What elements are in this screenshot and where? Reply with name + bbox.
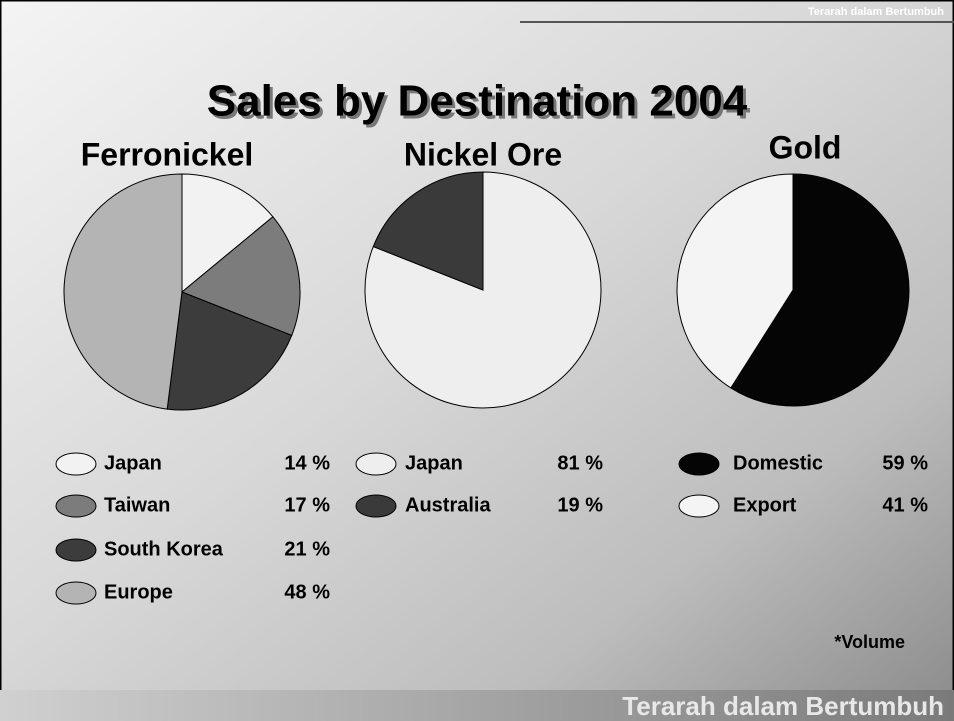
footer-text: Terarah dalam Bertumbuh (622, 691, 944, 721)
legend-label: Domestic (733, 452, 823, 474)
pie-slice (372, 171, 484, 291)
chart-title: Ferronickel (81, 136, 254, 172)
legend-label: Taiwan (104, 494, 170, 516)
pie-slice (181, 173, 274, 294)
pie-slice (181, 216, 301, 337)
note: *Volume (834, 632, 905, 652)
value-label: 81 % (557, 452, 603, 474)
legend-swatch (55, 452, 97, 476)
pie-slice (364, 171, 602, 409)
legend-swatch (55, 538, 97, 562)
value-label: 59 % (882, 452, 928, 474)
footer-band (0, 690, 954, 721)
legend-label: South Korea (104, 538, 224, 560)
legend-label: Japan (405, 452, 463, 474)
legend-label: Export (733, 494, 797, 516)
value-label: 48 % (284, 581, 330, 603)
legend-swatch (678, 494, 720, 518)
legend-swatch (355, 452, 397, 476)
legend-label: Australia (405, 494, 491, 516)
pie-slice (676, 173, 794, 389)
value-label: 41 % (882, 494, 928, 516)
legend-swatch (55, 494, 97, 518)
legend-swatch (55, 581, 97, 605)
pie-slice (166, 291, 293, 411)
legend-swatch (678, 452, 720, 476)
value-label: 19 % (557, 494, 603, 516)
value-label: 17 % (284, 494, 330, 516)
header-text: Terarah dalam Bertumbuh (808, 6, 944, 18)
value-label: 21 % (284, 538, 330, 560)
pie-slice (63, 173, 183, 410)
title-shadow: Sales by Destination 2004 (210, 80, 751, 129)
legend-label: Europe (104, 581, 173, 603)
chart-title: Nickel Ore (404, 136, 562, 172)
slide-title: Sales by Destination 2004 (207, 77, 748, 126)
pie-slice (730, 173, 910, 407)
legend-swatch (355, 494, 397, 518)
legend-label: Japan (104, 452, 162, 474)
value-label: 14 % (284, 452, 330, 474)
chart-title: Gold (769, 129, 842, 165)
